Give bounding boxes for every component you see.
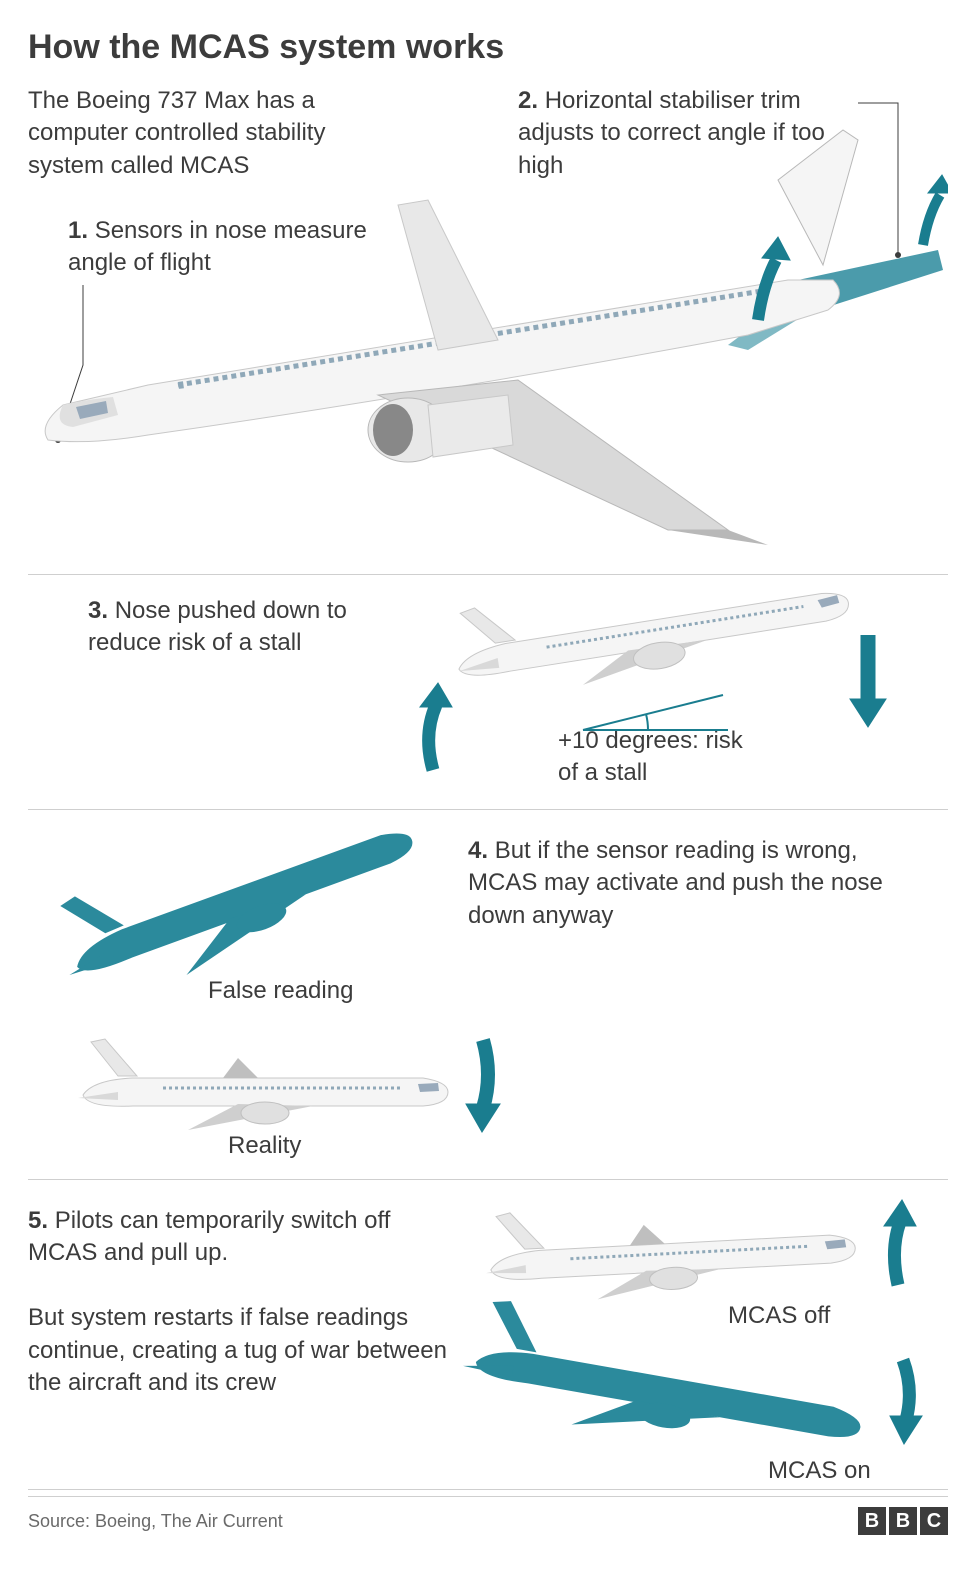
panel-1-svg [28, 85, 948, 575]
callout-dot-2 [895, 252, 901, 258]
stabiliser-arrow-up [923, 175, 948, 245]
infographic-container: How the MCAS system works The Boeing 737… [0, 0, 976, 1551]
bbc-b1: B [858, 1507, 886, 1535]
callout-line-2 [858, 103, 898, 255]
panel-2-svg [28, 575, 948, 810]
nose-down-arrow [850, 635, 886, 727]
tail-up-arrow [420, 683, 452, 770]
panel-1: The Boeing 737 Max has a computer contro… [28, 85, 948, 575]
plane-mcas-off [483, 1195, 857, 1305]
bbc-b2: B [889, 1507, 917, 1535]
mcas-off-up-arrow [884, 1200, 916, 1285]
mcas-on-down-arrow [890, 1360, 922, 1444]
panel-2: 3. Nose pushed down to reduce risk of a … [28, 575, 948, 810]
footer: Source: Boeing, The Air Current B B C [28, 1496, 948, 1541]
panel-3: 4. But if the sensor reading is wrong, M… [28, 810, 948, 1180]
source-text: Source: Boeing, The Air Current [28, 1511, 283, 1532]
page-title: How the MCAS system works [28, 28, 948, 67]
bbc-logo: B B C [858, 1507, 948, 1535]
bbc-c: C [920, 1507, 948, 1535]
main-plane-illustration [45, 130, 943, 545]
plane-reality [78, 1039, 448, 1130]
plane-climbing [450, 575, 855, 704]
angle-indicator [583, 695, 728, 730]
reality-nose-down-arrow [466, 1040, 500, 1132]
plane-false-silhouette [45, 810, 429, 1013]
panel-4: 5. Pilots can temporarily switch off MCA… [28, 1180, 948, 1490]
panel-3-svg [28, 810, 948, 1180]
panel-4-svg [28, 1180, 948, 1490]
plane-mcas-on-silhouette [456, 1295, 871, 1474]
